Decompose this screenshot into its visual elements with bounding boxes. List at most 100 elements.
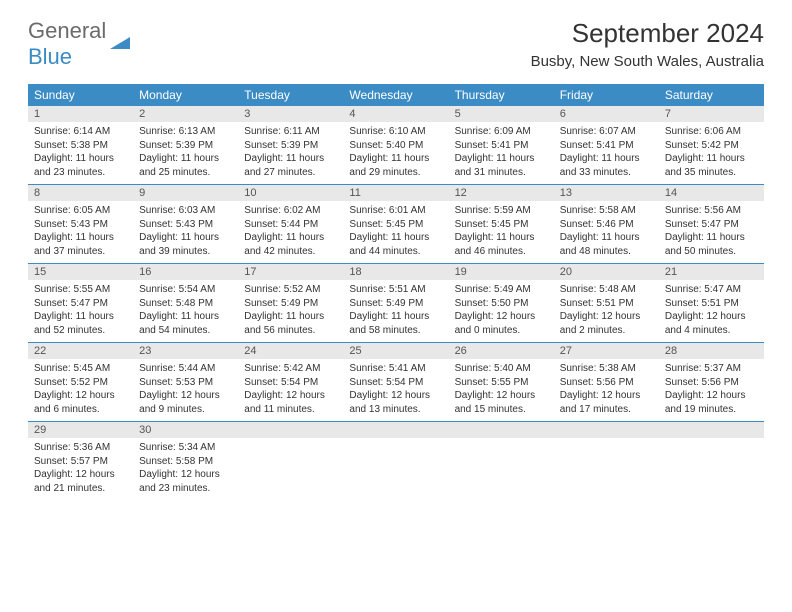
day-number [238, 422, 343, 438]
day-cell: 18Sunrise: 5:51 AMSunset: 5:49 PMDayligh… [343, 264, 448, 342]
day-details: Sunrise: 5:40 AMSunset: 5:55 PMDaylight:… [449, 359, 554, 420]
day-number: 19 [449, 264, 554, 280]
day-cell: 20Sunrise: 5:48 AMSunset: 5:51 PMDayligh… [554, 264, 659, 342]
day-cell: 4Sunrise: 6:10 AMSunset: 5:40 PMDaylight… [343, 106, 448, 184]
day-number: 8 [28, 185, 133, 201]
day-number: 10 [238, 185, 343, 201]
day-number: 26 [449, 343, 554, 359]
day-cell: 3Sunrise: 6:11 AMSunset: 5:39 PMDaylight… [238, 106, 343, 184]
day-details: Sunrise: 5:55 AMSunset: 5:47 PMDaylight:… [28, 280, 133, 341]
day-cell: 13Sunrise: 5:58 AMSunset: 5:46 PMDayligh… [554, 185, 659, 263]
day-number [554, 422, 659, 438]
calendar: SundayMondayTuesdayWednesdayThursdayFrid… [28, 84, 764, 500]
day-details: Sunrise: 5:38 AMSunset: 5:56 PMDaylight:… [554, 359, 659, 420]
day-details: Sunrise: 6:05 AMSunset: 5:43 PMDaylight:… [28, 201, 133, 262]
day-header: Wednesday [343, 84, 448, 106]
day-details: Sunrise: 5:41 AMSunset: 5:54 PMDaylight:… [343, 359, 448, 420]
day-details: Sunrise: 5:37 AMSunset: 5:56 PMDaylight:… [659, 359, 764, 420]
day-cell: 21Sunrise: 5:47 AMSunset: 5:51 PMDayligh… [659, 264, 764, 342]
weeks-container: 1Sunrise: 6:14 AMSunset: 5:38 PMDaylight… [28, 106, 764, 500]
day-header: Monday [133, 84, 238, 106]
day-cell: 6Sunrise: 6:07 AMSunset: 5:41 PMDaylight… [554, 106, 659, 184]
day-number: 11 [343, 185, 448, 201]
day-details: Sunrise: 6:01 AMSunset: 5:45 PMDaylight:… [343, 201, 448, 262]
day-details: Sunrise: 6:10 AMSunset: 5:40 PMDaylight:… [343, 122, 448, 183]
day-details: Sunrise: 6:03 AMSunset: 5:43 PMDaylight:… [133, 201, 238, 262]
day-number: 23 [133, 343, 238, 359]
day-number [449, 422, 554, 438]
day-details: Sunrise: 6:11 AMSunset: 5:39 PMDaylight:… [238, 122, 343, 183]
day-number: 3 [238, 106, 343, 122]
day-number: 30 [133, 422, 238, 438]
day-details: Sunrise: 5:58 AMSunset: 5:46 PMDaylight:… [554, 201, 659, 262]
day-number: 2 [133, 106, 238, 122]
day-number: 15 [28, 264, 133, 280]
day-header: Saturday [659, 84, 764, 106]
day-details: Sunrise: 6:07 AMSunset: 5:41 PMDaylight:… [554, 122, 659, 183]
day-number: 6 [554, 106, 659, 122]
day-cell [238, 422, 343, 500]
day-details: Sunrise: 5:52 AMSunset: 5:49 PMDaylight:… [238, 280, 343, 341]
day-cell [554, 422, 659, 500]
day-cell: 23Sunrise: 5:44 AMSunset: 5:53 PMDayligh… [133, 343, 238, 421]
day-cell: 19Sunrise: 5:49 AMSunset: 5:50 PMDayligh… [449, 264, 554, 342]
day-details: Sunrise: 5:54 AMSunset: 5:48 PMDaylight:… [133, 280, 238, 341]
day-number: 9 [133, 185, 238, 201]
day-details: Sunrise: 6:13 AMSunset: 5:39 PMDaylight:… [133, 122, 238, 183]
day-number: 7 [659, 106, 764, 122]
day-details: Sunrise: 6:09 AMSunset: 5:41 PMDaylight:… [449, 122, 554, 183]
day-number [343, 422, 448, 438]
day-details: Sunrise: 5:48 AMSunset: 5:51 PMDaylight:… [554, 280, 659, 341]
day-cell: 27Sunrise: 5:38 AMSunset: 5:56 PMDayligh… [554, 343, 659, 421]
day-header: Tuesday [238, 84, 343, 106]
day-cell: 17Sunrise: 5:52 AMSunset: 5:49 PMDayligh… [238, 264, 343, 342]
day-number: 28 [659, 343, 764, 359]
day-number: 22 [28, 343, 133, 359]
day-cell: 10Sunrise: 6:02 AMSunset: 5:44 PMDayligh… [238, 185, 343, 263]
day-cell: 2Sunrise: 6:13 AMSunset: 5:39 PMDaylight… [133, 106, 238, 184]
location-text: Busby, New South Wales, Australia [531, 53, 764, 70]
day-cell: 1Sunrise: 6:14 AMSunset: 5:38 PMDaylight… [28, 106, 133, 184]
day-cell: 14Sunrise: 5:56 AMSunset: 5:47 PMDayligh… [659, 185, 764, 263]
day-cell: 22Sunrise: 5:45 AMSunset: 5:52 PMDayligh… [28, 343, 133, 421]
week-row: 1Sunrise: 6:14 AMSunset: 5:38 PMDaylight… [28, 106, 764, 185]
day-cell: 12Sunrise: 5:59 AMSunset: 5:45 PMDayligh… [449, 185, 554, 263]
day-header: Thursday [449, 84, 554, 106]
month-title: September 2024 [531, 18, 764, 49]
day-details: Sunrise: 5:59 AMSunset: 5:45 PMDaylight:… [449, 201, 554, 262]
day-number: 27 [554, 343, 659, 359]
day-number: 4 [343, 106, 448, 122]
day-number: 12 [449, 185, 554, 201]
day-number: 25 [343, 343, 448, 359]
logo-word2: Blue [28, 44, 72, 69]
day-details: Sunrise: 6:06 AMSunset: 5:42 PMDaylight:… [659, 122, 764, 183]
day-number: 13 [554, 185, 659, 201]
day-cell: 25Sunrise: 5:41 AMSunset: 5:54 PMDayligh… [343, 343, 448, 421]
day-details: Sunrise: 5:36 AMSunset: 5:57 PMDaylight:… [28, 438, 133, 499]
day-number [659, 422, 764, 438]
day-cell: 15Sunrise: 5:55 AMSunset: 5:47 PMDayligh… [28, 264, 133, 342]
day-details: Sunrise: 5:44 AMSunset: 5:53 PMDaylight:… [133, 359, 238, 420]
day-number: 21 [659, 264, 764, 280]
day-header: Sunday [28, 84, 133, 106]
day-details: Sunrise: 5:42 AMSunset: 5:54 PMDaylight:… [238, 359, 343, 420]
day-number: 16 [133, 264, 238, 280]
day-details: Sunrise: 5:47 AMSunset: 5:51 PMDaylight:… [659, 280, 764, 341]
day-number: 24 [238, 343, 343, 359]
day-details: Sunrise: 5:56 AMSunset: 5:47 PMDaylight:… [659, 201, 764, 262]
day-cell: 24Sunrise: 5:42 AMSunset: 5:54 PMDayligh… [238, 343, 343, 421]
day-cell: 28Sunrise: 5:37 AMSunset: 5:56 PMDayligh… [659, 343, 764, 421]
day-number: 14 [659, 185, 764, 201]
day-cell: 7Sunrise: 6:06 AMSunset: 5:42 PMDaylight… [659, 106, 764, 184]
week-row: 29Sunrise: 5:36 AMSunset: 5:57 PMDayligh… [28, 422, 764, 500]
week-row: 15Sunrise: 5:55 AMSunset: 5:47 PMDayligh… [28, 264, 764, 343]
day-number: 17 [238, 264, 343, 280]
day-details: Sunrise: 5:45 AMSunset: 5:52 PMDaylight:… [28, 359, 133, 420]
day-cell: 29Sunrise: 5:36 AMSunset: 5:57 PMDayligh… [28, 422, 133, 500]
day-cell: 5Sunrise: 6:09 AMSunset: 5:41 PMDaylight… [449, 106, 554, 184]
header: General Blue September 2024 Busby, New S… [0, 0, 792, 76]
day-cell [659, 422, 764, 500]
day-details: Sunrise: 6:02 AMSunset: 5:44 PMDaylight:… [238, 201, 343, 262]
logo-triangle-icon [110, 31, 132, 57]
day-details: Sunrise: 5:34 AMSunset: 5:58 PMDaylight:… [133, 438, 238, 499]
